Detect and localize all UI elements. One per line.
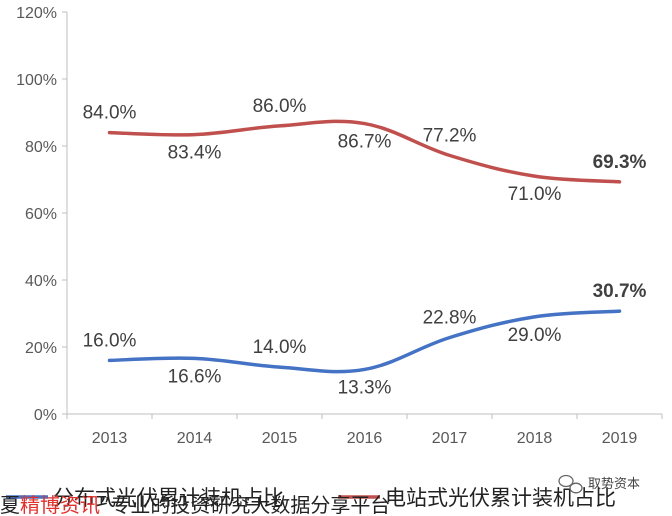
data-labels: 16.0% 16.6% 14.0% 13.3% 22.8% 29.0% 30.7% 84.0%… bbox=[83, 96, 647, 399]
y-axis: 0% 20% 40% 60% 80% 100% 120% bbox=[16, 5, 68, 424]
legend-label: 电站式光伏累计装机占比 bbox=[385, 486, 616, 510]
x-tick-label: 2018 bbox=[517, 430, 553, 447]
y-tick-label: 0% bbox=[34, 407, 57, 424]
x-tick-label: 2015 bbox=[262, 430, 298, 447]
data-label: 69.3% bbox=[593, 152, 647, 173]
y-tick-label: 80% bbox=[25, 139, 57, 156]
series-lines bbox=[107, 119, 622, 374]
data-label: 16.0% bbox=[83, 330, 137, 351]
data-label: 29.0% bbox=[508, 325, 562, 346]
legend: 分布式光伏累计装机占比 电站式光伏累计装机占比 bbox=[6, 486, 616, 510]
data-label: 71.0% bbox=[508, 184, 562, 205]
data-label: 77.2% bbox=[423, 125, 477, 146]
series-line-1 bbox=[107, 309, 622, 374]
source-line: 华夏精博资讯”专业的投资研究大数据分享平台 bbox=[0, 493, 390, 516]
x-tick-label: 2014 bbox=[177, 430, 213, 447]
data-label: 86.0% bbox=[253, 96, 307, 117]
x-tick-label: 2017 bbox=[432, 430, 468, 447]
x-tick-label: 2016 bbox=[347, 430, 383, 447]
source-prefix: 华夏 bbox=[0, 493, 20, 516]
data-label: 86.7% bbox=[338, 132, 392, 153]
data-label: 22.8% bbox=[423, 308, 477, 329]
wechat-icon bbox=[558, 474, 583, 494]
source-text: ”专业的投资研究大数据分享平台 bbox=[100, 493, 390, 516]
x-axis: 2013 2014 2015 2016 2017 2018 2019 bbox=[66, 413, 663, 447]
y-tick-label: 60% bbox=[25, 206, 57, 223]
data-label: 13.3% bbox=[338, 377, 392, 398]
data-label: 84.0% bbox=[83, 103, 137, 124]
x-tick-label: 2019 bbox=[602, 430, 638, 447]
legend-label: 分布式光伏累计装机占比 bbox=[53, 486, 284, 510]
x-tick-label: 2013 bbox=[92, 430, 128, 447]
data-label: 83.4% bbox=[168, 143, 222, 164]
data-label: 16.6% bbox=[168, 366, 222, 387]
watermark-text: 取势资本 bbox=[588, 476, 640, 492]
y-tick-label: 100% bbox=[16, 72, 57, 89]
y-tick-label: 40% bbox=[25, 273, 57, 290]
data-label: 30.7% bbox=[593, 281, 647, 302]
data-label: 14.0% bbox=[253, 337, 307, 358]
source-brand: 精博资讯 bbox=[20, 493, 100, 516]
y-tick-label: 20% bbox=[25, 340, 57, 357]
y-tick-label: 120% bbox=[16, 5, 57, 22]
series-line-2 bbox=[107, 119, 622, 184]
watermark: 取势资本 bbox=[558, 474, 640, 494]
